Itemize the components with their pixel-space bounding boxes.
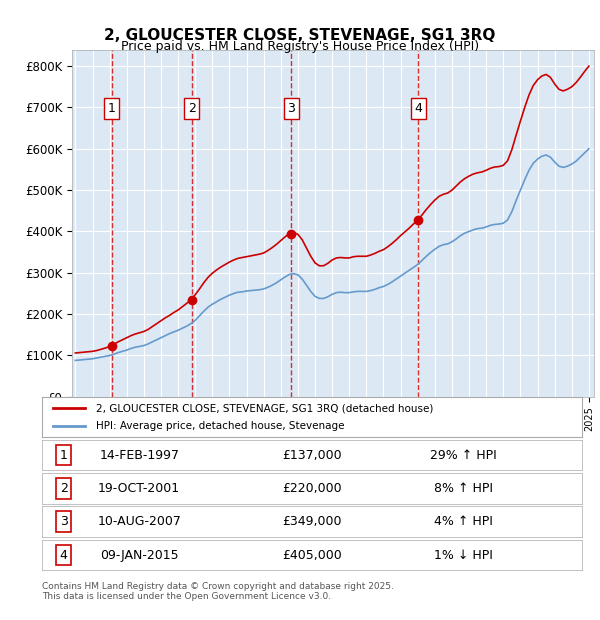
Text: 09-JAN-2015: 09-JAN-2015 bbox=[100, 549, 179, 562]
Text: 4: 4 bbox=[59, 549, 68, 562]
Text: 10-AUG-2007: 10-AUG-2007 bbox=[97, 515, 181, 528]
Text: 1% ↓ HPI: 1% ↓ HPI bbox=[434, 549, 493, 562]
Text: 3: 3 bbox=[59, 515, 68, 528]
Text: £220,000: £220,000 bbox=[282, 482, 342, 495]
Text: HPI: Average price, detached house, Stevenage: HPI: Average price, detached house, Stev… bbox=[96, 421, 344, 431]
Text: 2, GLOUCESTER CLOSE, STEVENAGE, SG1 3RQ: 2, GLOUCESTER CLOSE, STEVENAGE, SG1 3RQ bbox=[104, 28, 496, 43]
Text: Contains HM Land Registry data © Crown copyright and database right 2025.
This d: Contains HM Land Registry data © Crown c… bbox=[42, 582, 394, 601]
Text: 19-OCT-2001: 19-OCT-2001 bbox=[98, 482, 180, 495]
Text: 8% ↑ HPI: 8% ↑ HPI bbox=[434, 482, 493, 495]
Text: 1: 1 bbox=[108, 102, 116, 115]
Text: £137,000: £137,000 bbox=[282, 449, 342, 462]
Text: Price paid vs. HM Land Registry's House Price Index (HPI): Price paid vs. HM Land Registry's House … bbox=[121, 40, 479, 53]
Text: £405,000: £405,000 bbox=[282, 549, 342, 562]
Text: 1: 1 bbox=[59, 449, 68, 462]
Text: £349,000: £349,000 bbox=[282, 515, 342, 528]
Text: 2: 2 bbox=[188, 102, 196, 115]
Text: 2: 2 bbox=[59, 482, 68, 495]
Text: 29% ↑ HPI: 29% ↑ HPI bbox=[430, 449, 497, 462]
Text: 14-FEB-1997: 14-FEB-1997 bbox=[99, 449, 179, 462]
Text: 4% ↑ HPI: 4% ↑ HPI bbox=[434, 515, 493, 528]
Text: 4: 4 bbox=[414, 102, 422, 115]
Text: 3: 3 bbox=[287, 102, 295, 115]
Text: 2, GLOUCESTER CLOSE, STEVENAGE, SG1 3RQ (detached house): 2, GLOUCESTER CLOSE, STEVENAGE, SG1 3RQ … bbox=[96, 403, 433, 413]
